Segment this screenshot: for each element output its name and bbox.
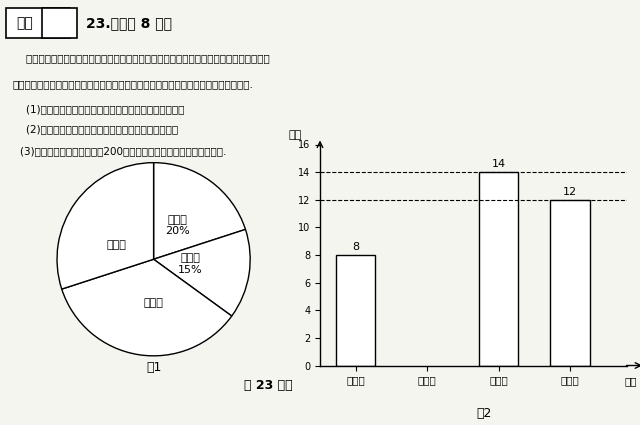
Wedge shape (154, 163, 246, 259)
Text: 科普类: 科普类 (107, 240, 127, 250)
Text: 图1: 图1 (146, 361, 161, 374)
FancyBboxPatch shape (6, 8, 70, 38)
Text: (3)本次活动同学们共阅读１200本书籍，请估计有多少本科普类书籍.: (3)本次活动同学们共阅读１200本书籍，请估计有多少本科普类书籍. (7, 146, 227, 156)
Text: 查，王老师根据调查数据绘制了如图所示不完整的统计图，请根据统计图回答下面问题.: 查，王老师根据调查数据绘制了如图所示不完整的统计图，请根据统计图回答下面问题. (13, 79, 253, 89)
Text: 8: 8 (352, 242, 359, 252)
Text: 文学类: 文学类 (143, 298, 164, 308)
Text: 12: 12 (563, 187, 577, 197)
Text: 得分: 得分 (16, 16, 33, 30)
Y-axis label: 人数: 人数 (289, 130, 301, 140)
Text: 23.（本题 8 分）: 23.（本题 8 分） (86, 16, 172, 30)
Text: 其他类
15%: 其他类 15% (178, 253, 203, 275)
Bar (550, 200, 589, 366)
Text: 某中学在开展读书交流活动中，为了解同学们所读书籍的种类，对部分同学进行了抽样调: 某中学在开展读书交流活动中，为了解同学们所读书籍的种类，对部分同学进行了抽样调 (13, 54, 269, 63)
Wedge shape (61, 259, 232, 356)
Text: 14: 14 (492, 159, 506, 170)
Text: 第 23 题图: 第 23 题图 (244, 380, 293, 392)
Bar (479, 172, 518, 366)
Text: 图2: 图2 (477, 407, 492, 420)
FancyBboxPatch shape (42, 8, 77, 38)
Text: 艺术类
20%: 艺术类 20% (165, 215, 190, 236)
Bar (336, 255, 376, 366)
Text: (2)求出图１中表示文学类书籍的扇形圆心角的度数；: (2)求出图１中表示文学类书籍的扇形圆心角的度数； (13, 124, 178, 134)
Wedge shape (57, 163, 154, 289)
Wedge shape (154, 230, 250, 316)
Text: (1)本次抽样调查的书籍有多少本？请补全条形统计图；: (1)本次抽样调查的书籍有多少本？请补全条形统计图； (13, 104, 184, 114)
Text: 种类: 种类 (625, 377, 637, 387)
